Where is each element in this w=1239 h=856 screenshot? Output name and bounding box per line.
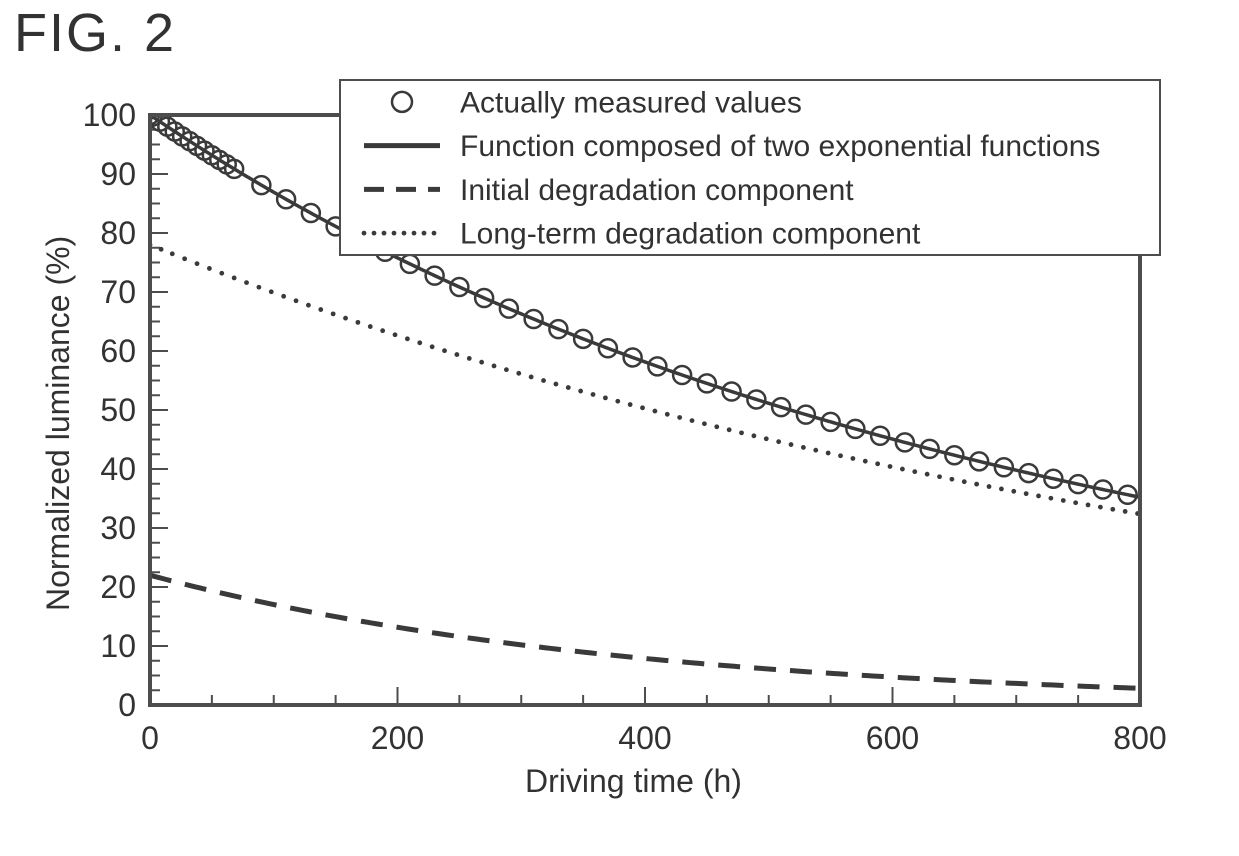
y-tick-label: 10 [100, 628, 136, 664]
x-tick-label: 400 [618, 720, 671, 756]
y-tick-label: 80 [100, 215, 136, 251]
y-tick-label: 70 [100, 274, 136, 310]
x-tick-label: 200 [371, 720, 424, 756]
y-tick-label: 100 [83, 97, 136, 133]
y-tick-label: 0 [118, 687, 136, 723]
chart-svg: 0 10 20 30 40 50 60 70 80 90 100 0 200 400 600 800 Actua… [0, 0, 1239, 856]
y-tick-label: 20 [100, 569, 136, 605]
legend-label: Long-term degradation component [460, 218, 921, 251]
y-tick-label: 40 [100, 451, 136, 487]
y-tick-label: 30 [100, 510, 136, 546]
x-tick-label: 800 [1113, 720, 1166, 756]
figure-root: FIG. 2 010203040506070809010002004006008… [0, 0, 1239, 856]
y-tick-label: 50 [100, 392, 136, 428]
x-tick-label: 0 [141, 720, 159, 756]
x-tick-label: 600 [866, 720, 919, 756]
legend-label: Initial degradation component [460, 174, 854, 207]
y-tick-label: 60 [100, 333, 136, 369]
legend-label: Function composed of two exponential fun… [460, 130, 1100, 163]
y-tick-label: 90 [100, 156, 136, 192]
legend: Actually measured values Function compose… [340, 80, 1160, 255]
legend-label: Actually measured values [460, 86, 802, 119]
y-axis-label: Normalized luminance (%) [40, 235, 77, 610]
x-axis-label: Driving time (h) [525, 763, 742, 800]
